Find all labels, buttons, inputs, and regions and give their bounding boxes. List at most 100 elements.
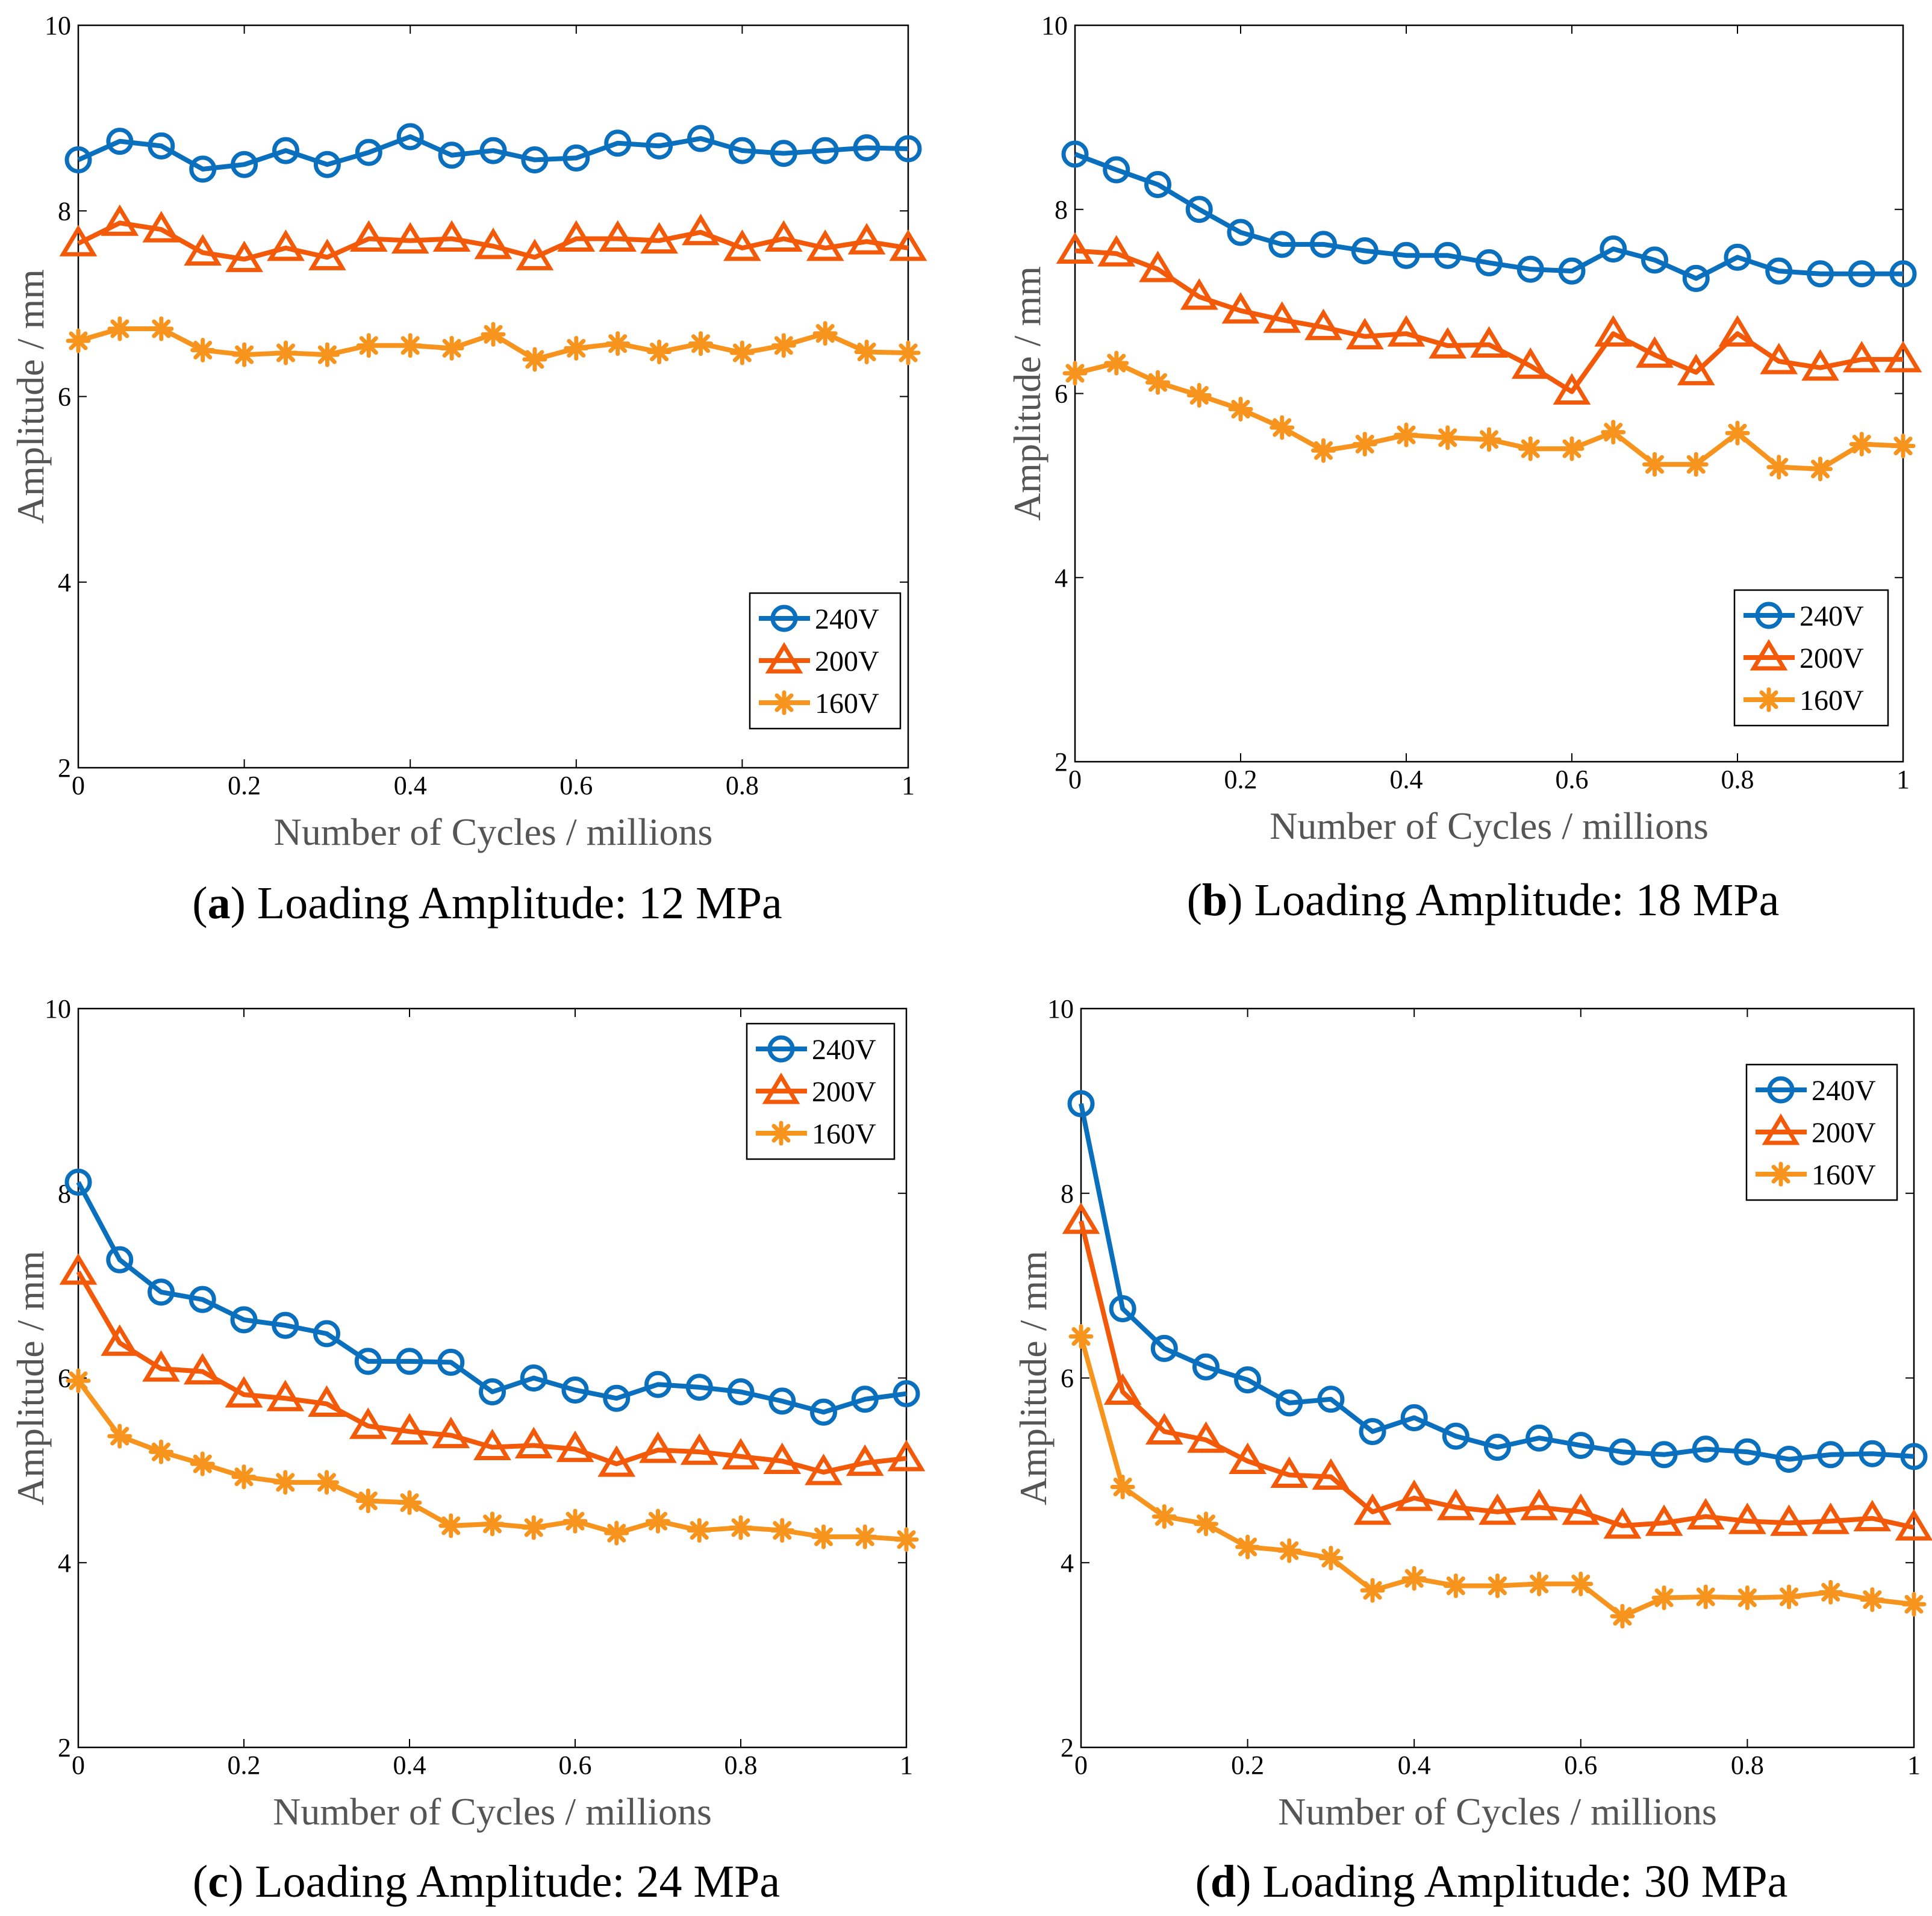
data-point bbox=[1317, 1386, 1345, 1413]
asterisk-stroke bbox=[608, 334, 628, 353]
data-point bbox=[1651, 1585, 1677, 1611]
data-point bbox=[479, 1378, 506, 1406]
data-point bbox=[1475, 249, 1503, 276]
data-point bbox=[1145, 1413, 1183, 1445]
asterisk-stroke bbox=[1696, 1587, 1715, 1607]
asterisk-stroke bbox=[771, 1124, 791, 1143]
data-point bbox=[1352, 432, 1377, 457]
data-point bbox=[59, 1253, 98, 1285]
asterisk-stroke bbox=[815, 324, 835, 343]
series-240V bbox=[1061, 140, 1917, 292]
data-point bbox=[349, 1407, 387, 1439]
data-point bbox=[1229, 1442, 1267, 1475]
asterisk-stroke bbox=[152, 319, 171, 338]
asterisk-stroke bbox=[1821, 1582, 1840, 1602]
data-point bbox=[1311, 438, 1336, 463]
data-point bbox=[728, 137, 756, 164]
data-point bbox=[805, 1454, 843, 1485]
data-point bbox=[1394, 422, 1419, 447]
data-point bbox=[1227, 219, 1254, 246]
data-point bbox=[770, 1518, 795, 1543]
x-tick-label: 0.8 bbox=[1721, 765, 1754, 794]
y-tick-label: 2 bbox=[58, 753, 71, 783]
data-point bbox=[149, 1439, 173, 1464]
data-point bbox=[599, 220, 637, 252]
data-point bbox=[66, 328, 91, 353]
data-point bbox=[1527, 1572, 1552, 1597]
legend-label: 160V bbox=[1800, 685, 1864, 717]
data-point bbox=[1692, 1435, 1719, 1463]
legend-marker bbox=[765, 642, 803, 674]
data-point bbox=[896, 340, 921, 365]
data-point bbox=[1718, 315, 1757, 347]
data-point bbox=[1221, 292, 1260, 324]
panel-d: 0 0.2 0.4 0.6 0.8 1 2 4 6 8 10 Number of Cycles / m… bbox=[1012, 994, 1932, 1907]
data-point bbox=[1760, 343, 1798, 375]
asterisk-stroke bbox=[1562, 439, 1581, 458]
panel-caption: (b) Loading Amplitude: 18 MPa bbox=[1187, 875, 1780, 925]
asterisk-stroke bbox=[441, 1516, 461, 1535]
data-point bbox=[1351, 237, 1379, 265]
data-point bbox=[847, 223, 886, 255]
data-point bbox=[1485, 1573, 1510, 1599]
x-tick-label: 0.6 bbox=[559, 771, 593, 800]
data-point bbox=[1139, 250, 1177, 282]
asterisk-stroke bbox=[814, 1527, 834, 1546]
data-point bbox=[148, 132, 175, 160]
asterisk-stroke bbox=[276, 343, 296, 362]
legend-item-160V: 160V bbox=[1743, 685, 1864, 717]
data-point bbox=[1442, 1422, 1469, 1450]
data-point bbox=[1511, 347, 1550, 379]
data-point bbox=[1848, 260, 1875, 288]
legend-label: 200V bbox=[1812, 1117, 1876, 1149]
data-point bbox=[1890, 434, 1916, 459]
caption-close-paren: ) bbox=[1227, 875, 1254, 925]
data-point bbox=[729, 340, 755, 365]
data-point bbox=[522, 347, 547, 372]
data-point bbox=[1884, 341, 1922, 373]
asterisk-stroke bbox=[650, 342, 669, 362]
x-tick-label: 0.2 bbox=[1224, 765, 1257, 794]
x-tick-label: 0.2 bbox=[1231, 1750, 1264, 1780]
data-point bbox=[1645, 1504, 1683, 1536]
x-tick-label: 0.4 bbox=[1398, 1750, 1431, 1780]
asterisk-stroke bbox=[1363, 1581, 1382, 1600]
panel-c: 0 0.2 0.4 0.6 0.8 1 2 4 6 8 10 Number of Cycles / m… bbox=[9, 994, 926, 1907]
asterisk-stroke bbox=[1571, 1575, 1591, 1594]
series-200V bbox=[59, 204, 927, 272]
asterisk-stroke bbox=[1686, 455, 1706, 474]
data-point bbox=[308, 238, 346, 270]
data-point bbox=[1392, 241, 1420, 269]
y-tick-label: 8 bbox=[58, 196, 71, 226]
y-tick-label: 4 bbox=[1055, 563, 1068, 593]
data-point bbox=[273, 340, 298, 365]
data-point bbox=[810, 1398, 837, 1426]
asterisk-stroke bbox=[1148, 373, 1168, 392]
data-point bbox=[1144, 170, 1171, 198]
data-point bbox=[232, 342, 257, 367]
data-point bbox=[1062, 1202, 1100, 1234]
y-tick-label: 4 bbox=[1061, 1548, 1074, 1578]
data-point bbox=[562, 144, 590, 172]
data-point bbox=[1186, 383, 1212, 408]
data-point bbox=[397, 1490, 422, 1516]
x-tick-label: 1 bbox=[1896, 765, 1910, 794]
asterisk-stroke bbox=[1155, 1507, 1174, 1526]
y-tick-label: 10 bbox=[1047, 994, 1074, 1024]
caption-close-paren: ) bbox=[231, 878, 257, 928]
legend-label: 240V bbox=[1800, 600, 1864, 632]
asterisk-stroke bbox=[690, 1521, 709, 1540]
data-point bbox=[1235, 1534, 1260, 1560]
data-point bbox=[437, 1348, 465, 1376]
data-point bbox=[521, 146, 549, 173]
y-axis-label: Amplitude / mm bbox=[1012, 1251, 1055, 1505]
data-point bbox=[682, 213, 720, 246]
data-point bbox=[1110, 1474, 1135, 1499]
series-line bbox=[1079, 1103, 1915, 1462]
data-point bbox=[771, 333, 796, 358]
data-point bbox=[1770, 1504, 1808, 1536]
series-200V bbox=[1062, 1202, 1932, 1541]
asterisk-stroke bbox=[69, 331, 88, 350]
legend-marker bbox=[770, 605, 798, 632]
